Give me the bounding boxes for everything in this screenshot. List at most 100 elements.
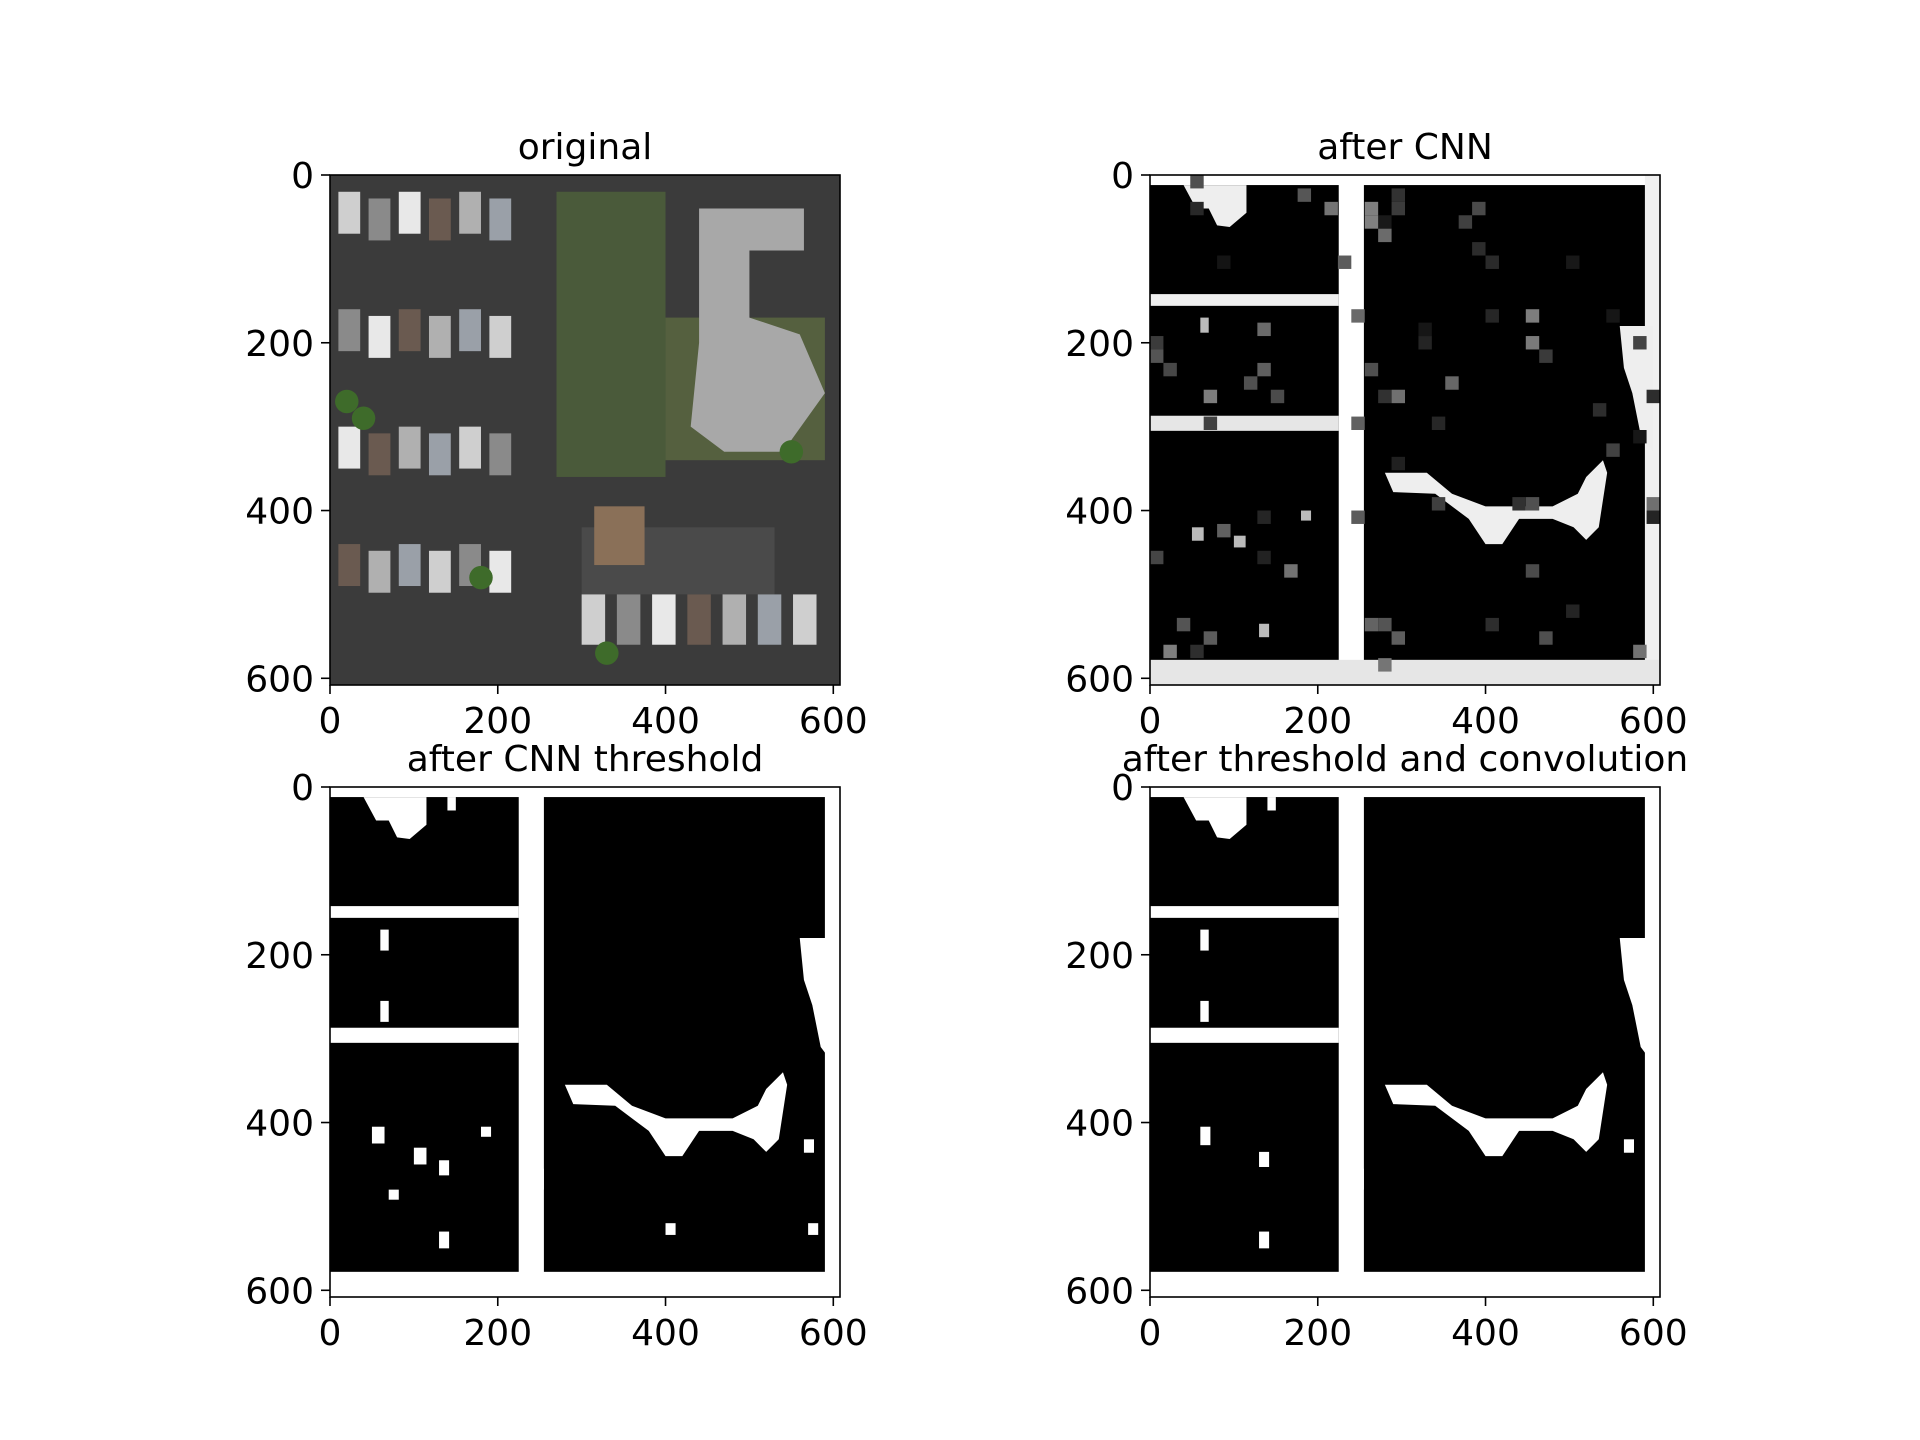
aerial-house-19: [368, 550, 391, 593]
threshold-noise-8: [480, 1126, 492, 1137]
cnn-bright-4: [1200, 317, 1209, 333]
threshold-road-blob-0: [363, 797, 427, 840]
aerial-building: [690, 208, 825, 452]
aerial-house-0: [338, 191, 361, 234]
cnn-speckle-50: [1190, 201, 1204, 216]
threshold-noise-5: [371, 1126, 385, 1144]
y-tick-label: 200: [245, 324, 314, 365]
cnn-speckle-4: [1472, 201, 1486, 216]
panel-frame: [329, 174, 841, 686]
threshold-road-blob-1: [564, 1072, 788, 1157]
aerial-tree-2: [469, 565, 493, 590]
panel-frame: [1149, 786, 1661, 1298]
conv-road-2: [1150, 1027, 1339, 1043]
cnn-speckle-6: [1431, 416, 1446, 430]
aerial-house-9: [428, 315, 451, 358]
threshold-noise-11: [665, 1223, 676, 1235]
cnn-speckle-69: [1337, 255, 1352, 269]
cnn-speckle-15: [1592, 403, 1607, 417]
aerial-lower-house-3: [687, 594, 711, 645]
cnn-speckle-8: [1203, 389, 1218, 404]
conv-road-blob-2: [1619, 937, 1654, 1064]
cnn-speckle-37: [1566, 255, 1580, 269]
threshold-noise-9: [388, 1189, 399, 1200]
x-tick-label: 0: [319, 1313, 342, 1354]
aerial-house-8: [398, 309, 421, 352]
y-tick-label: 400: [1065, 492, 1134, 533]
aerial-house-17: [489, 433, 512, 476]
panel-1-image: [330, 175, 840, 685]
x-tick-label: 0: [1139, 1313, 1162, 1354]
aerial-park: [556, 191, 666, 477]
conv-noise-5: [1200, 1126, 1211, 1146]
cnn-speckle-43: [1217, 255, 1231, 269]
cnn-speckle-10: [1485, 309, 1499, 323]
threshold-noise-12: [808, 1223, 819, 1235]
cnn-speckle-30: [1150, 349, 1164, 363]
conv-road-5: [1150, 1271, 1660, 1297]
cnn-road-5: [1150, 659, 1660, 685]
threshold-noise-0: [380, 929, 389, 951]
cnn-speckle-0: [1391, 456, 1405, 471]
cnn-speckle-17: [1472, 242, 1486, 256]
cnn-road-blob-0: [1183, 185, 1247, 228]
threshold-noise-3: [522, 1118, 540, 1144]
y-tick-label: 400: [1065, 1104, 1134, 1145]
aerial-house-13: [368, 433, 391, 476]
cnn-speckle-35: [1217, 523, 1231, 538]
cnn-speckle-23: [1257, 550, 1271, 565]
aerial-lower-house-1: [616, 594, 641, 645]
threshold-road-2: [330, 1027, 519, 1043]
cnn-speckle-7: [1163, 644, 1177, 659]
x-tick-label: 400: [631, 701, 700, 742]
panel-title: after CNN: [1317, 127, 1493, 168]
x-tick-label: 600: [799, 701, 868, 742]
conv-road-blob-0: [1183, 797, 1247, 840]
threshold-road-blob-2: [799, 937, 834, 1064]
x-tick-label: 600: [799, 1313, 868, 1354]
cnn-speckle-12: [1418, 336, 1432, 350]
cnn-speckle-42: [1257, 322, 1271, 337]
threshold-road-5: [330, 1271, 840, 1297]
cnn-speckle-52: [1364, 362, 1379, 377]
cnn-speckle-21: [1391, 389, 1405, 404]
aerial-house-11: [489, 315, 512, 358]
cnn-speckle-40: [1391, 188, 1405, 202]
y-tick-label: 200: [1065, 936, 1134, 977]
cnn-speckle-63: [1364, 617, 1379, 632]
cnn-speckle-11: [1646, 389, 1660, 404]
cnn-speckle-5: [1257, 510, 1271, 524]
cnn-speckle-32: [1378, 617, 1392, 632]
cnn-speckle-14: [1190, 644, 1204, 659]
x-tick-label: 200: [1283, 1313, 1352, 1354]
conv-noise-4: [1349, 1168, 1364, 1190]
cnn-speckle-31: [1364, 215, 1379, 229]
y-tick-label: 200: [1065, 324, 1134, 365]
cnn-speckle-39: [1566, 604, 1580, 618]
cnn-speckle-44: [1458, 215, 1473, 229]
y-tick-label: 400: [245, 492, 314, 533]
cnn-speckle-48: [1512, 497, 1526, 511]
y-tick-label: 200: [245, 936, 314, 977]
panel-2-image: [1150, 175, 1660, 685]
threshold-noise-7: [439, 1160, 450, 1176]
aerial-lower-house-2: [652, 594, 676, 645]
cnn-speckle-26: [1525, 497, 1540, 511]
cnn-speckle-19: [1351, 510, 1365, 524]
aerial-lower-house-6: [793, 594, 817, 645]
y-tick-label: 400: [245, 1104, 314, 1145]
aerial-house-10: [459, 309, 481, 352]
aerial-house-21: [428, 550, 451, 593]
cnn-road-blob-2: [1619, 325, 1654, 452]
cnn-speckle-18: [1378, 215, 1392, 229]
cnn-speckle-61: [1431, 497, 1446, 511]
cnn-road-blob-1: [1384, 460, 1608, 545]
conv-road-blob-1: [1384, 1072, 1608, 1157]
conv-road-1: [1150, 906, 1339, 918]
cnn-speckle-47: [1525, 336, 1540, 350]
cnn-speckle-45: [1203, 416, 1218, 430]
cnn-speckle-41: [1391, 201, 1405, 216]
aerial-lower-house-5: [757, 594, 782, 645]
